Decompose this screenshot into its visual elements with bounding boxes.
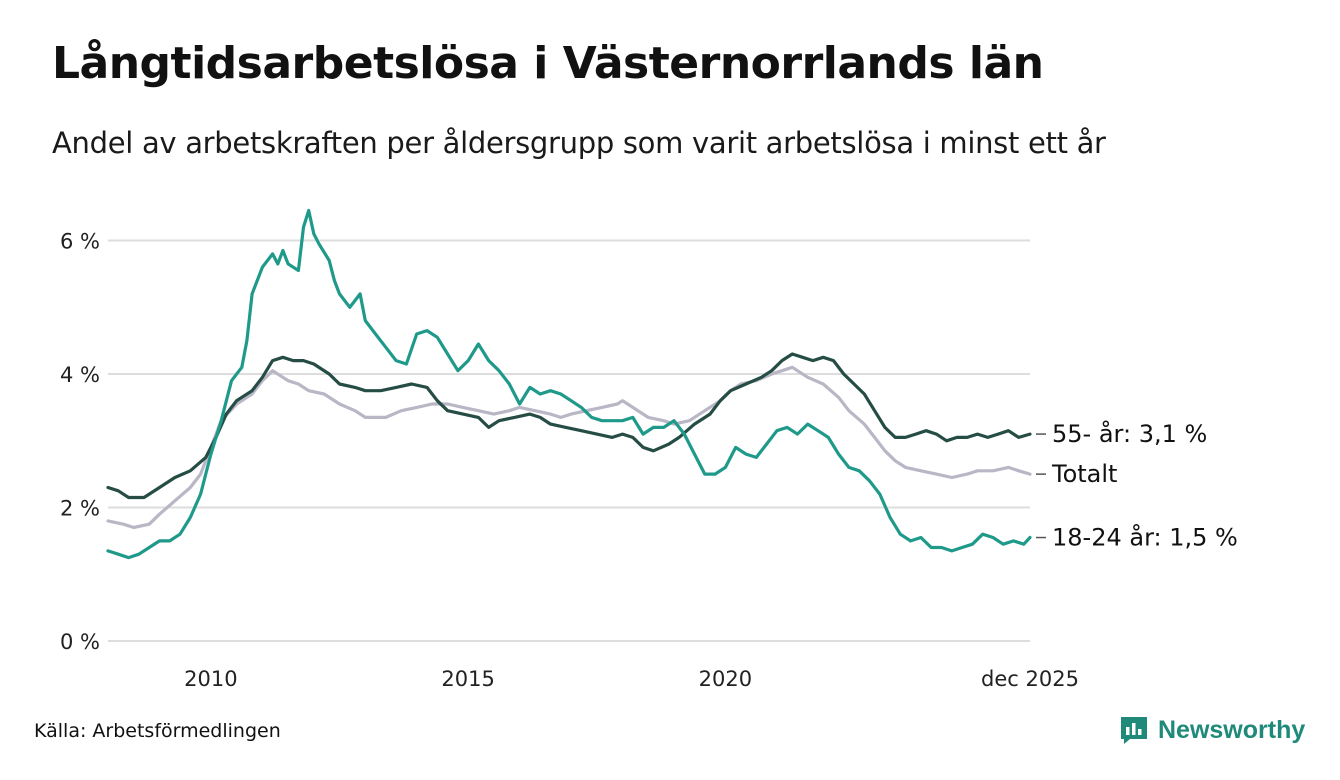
x-tick-label: dec 2025 <box>981 667 1079 691</box>
series-line-55-r <box>106 352 1032 500</box>
x-axis-ticks: 2010 2015 2020 dec 2025 <box>184 667 1079 691</box>
source-note: Källa: Arbetsförmedlingen <box>34 720 281 742</box>
y-tick-label: 0 % <box>60 630 100 654</box>
y-tick-label: 2 % <box>60 497 100 521</box>
chart-subtitle: Andel av arbetskraften per åldersgrupp s… <box>52 126 1106 160</box>
series-end-labels: Totalt 55- år: 3,1 % 18-24 år: 1,5 % <box>1036 419 1238 552</box>
chart-title: Långtidsarbetslösa i Västernorrlands län <box>52 38 1044 89</box>
series-line-18-24-r <box>106 208 1032 560</box>
newsworthy-logo-icon <box>1121 717 1147 744</box>
x-tick-label: 2015 <box>441 667 494 691</box>
x-tick-label: 2020 <box>699 667 752 691</box>
series-line-totalt <box>106 365 1032 530</box>
x-tick-label: 2010 <box>184 667 237 691</box>
y-tick-label: 4 % <box>60 363 100 387</box>
y-tick-label: 6 % <box>60 230 100 254</box>
brand-logo[interactable]: Newsworthy <box>1118 714 1305 746</box>
y-axis-ticks: 0 % 2 % 4 % 6 % <box>60 230 100 655</box>
series-end-label: 55- år: 3,1 % <box>1052 419 1207 448</box>
gridlines <box>108 239 1030 642</box>
brand-name: Newsworthy <box>1158 715 1306 744</box>
series-end-label: 18-24 år: 1,5 % <box>1052 523 1238 552</box>
series-lines <box>106 208 1032 560</box>
series-end-label: Totalt <box>1051 460 1117 488</box>
